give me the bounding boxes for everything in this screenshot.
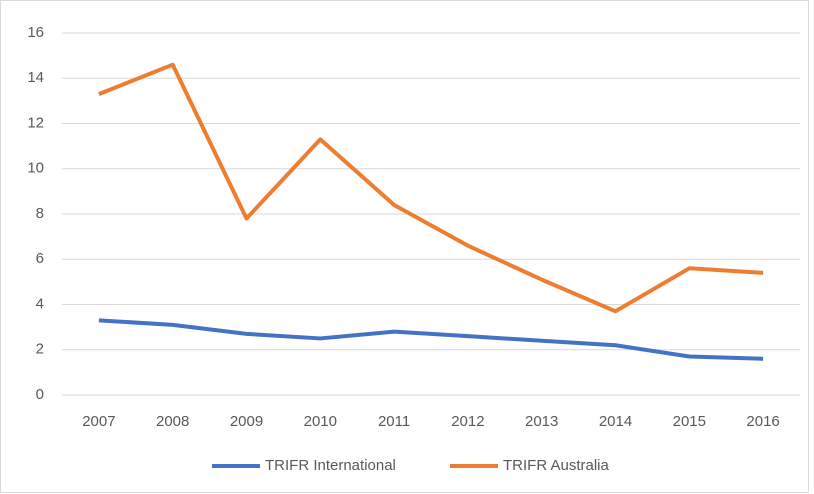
x-tick-label: 2014 — [599, 413, 632, 430]
y-tick-label: 16 — [27, 24, 44, 41]
x-tick-label: 2009 — [230, 413, 263, 430]
series-line — [98, 62, 764, 314]
y-tick-label: 8 — [36, 205, 44, 222]
y-tick-label: 0 — [36, 386, 44, 403]
legend-label: TRIFR International — [265, 457, 396, 474]
x-tick-label: 2007 — [82, 413, 115, 430]
x-tick-label: 2010 — [304, 413, 337, 430]
y-tick-label: 14 — [27, 69, 44, 86]
y-tick-label: 10 — [27, 160, 44, 177]
x-tick-label: 2016 — [746, 413, 779, 430]
x-tick-label: 2012 — [451, 413, 484, 430]
x-tick-label: 2013 — [525, 413, 558, 430]
legend-label: TRIFR Australia — [503, 457, 610, 474]
x-tick-label: 2015 — [673, 413, 706, 430]
y-tick-label: 12 — [27, 114, 44, 131]
y-tick-label: 2 — [36, 341, 44, 358]
x-tick-label: 2008 — [156, 413, 189, 430]
series-line — [98, 318, 764, 361]
x-tick-label: 2011 — [378, 413, 410, 430]
y-tick-label: 6 — [36, 250, 44, 267]
y-tick-label: 4 — [36, 295, 44, 312]
